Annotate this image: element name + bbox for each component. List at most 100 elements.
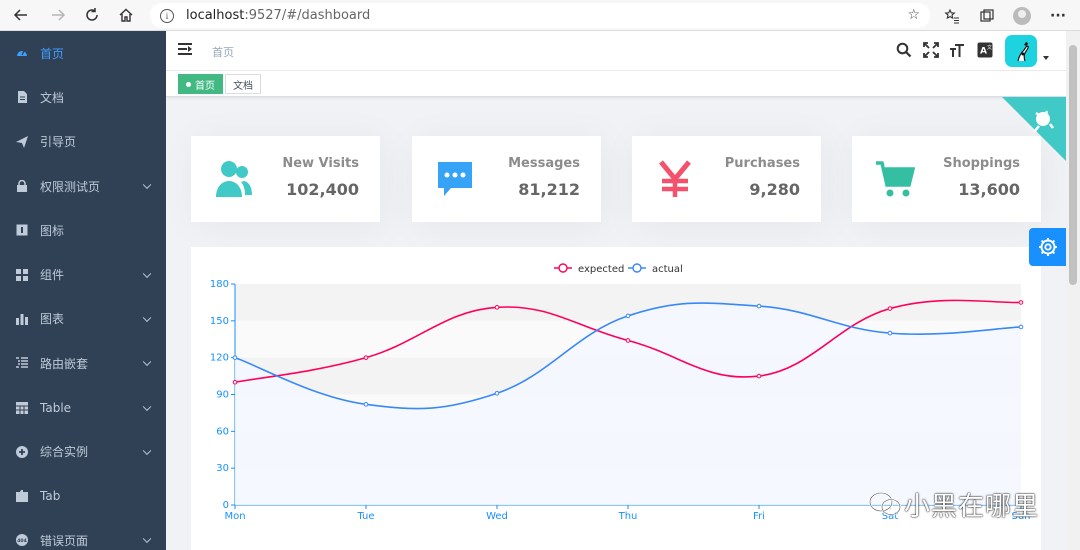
- page-scrollbar[interactable]: [1066, 31, 1080, 550]
- line-chart: 0 30 60 90 120 150 180 Mon Tue Wed Thu Fri Sat Sun exp…: [210, 263, 1031, 522]
- gear-icon: [1038, 238, 1057, 256]
- sidebar-item-label: 错误页面: [40, 533, 89, 548]
- sidebar-item-label: Table: [40, 400, 72, 415]
- svg-text:404: 404: [17, 538, 27, 544]
- hamburger-icon[interactable]: [178, 43, 192, 55]
- wechat-icon: [869, 492, 901, 516]
- y-tick-label: 60: [216, 426, 229, 437]
- y-tick-label: 180: [210, 279, 229, 290]
- watermark-text: 小黑在哪里: [904, 492, 1040, 522]
- sidebar-item-404[interactable]: 404 错误页面: [0, 518, 166, 550]
- search-icon[interactable]: [895, 41, 913, 59]
- sidebar-item-nested[interactable]: 路由嵌套: [0, 341, 166, 385]
- address-bar[interactable]: i localhost:9527/#/dashboard ☆: [150, 3, 930, 28]
- settings-button[interactable]: [1029, 228, 1066, 266]
- legend-label: actual: [652, 264, 683, 275]
- breadcrumb[interactable]: 首页: [212, 46, 234, 59]
- site-info-icon[interactable]: i: [160, 8, 174, 23]
- legend-marker: [632, 263, 642, 273]
- sidebar-item-label: 文档: [40, 90, 65, 105]
- panel-title: Purchases: [724, 156, 800, 171]
- data-point-expected: [887, 306, 893, 311]
- tag-dashboard[interactable]: 首页: [178, 74, 223, 94]
- panel-title: Shoppings: [943, 156, 1020, 171]
- fullscreen-icon[interactable]: [922, 41, 940, 59]
- lock-icon: [16, 180, 28, 193]
- y-tick-label: 90: [216, 390, 229, 401]
- profile-avatar-icon[interactable]: [1010, 0, 1034, 31]
- data-point-actual: [1018, 324, 1024, 330]
- tag-documentation[interactable]: 文档: [225, 74, 261, 94]
- sidebar-item-component[interactable]: 组件: [0, 252, 166, 296]
- example-icon: [16, 445, 28, 458]
- panel-value: 81,212: [518, 180, 580, 199]
- sidebar-item-label: 路由嵌套: [40, 356, 89, 371]
- panel-new-visits[interactable]: New Visits 102,400: [191, 136, 380, 222]
- x-tick-label: Tue: [356, 511, 374, 522]
- data-point-actual: [363, 402, 369, 407]
- sidebar-item-label: 综合实例: [40, 445, 89, 460]
- panel-title: New Visits: [282, 156, 359, 171]
- guide-icon: [16, 135, 28, 148]
- url-path: :9527/#/dashboard: [244, 8, 371, 23]
- chevron-down-icon: [142, 269, 152, 278]
- refresh-icon[interactable]: [76, 0, 108, 31]
- panel-purchases[interactable]: Purchases 9,280: [632, 136, 821, 222]
- data-point-expected: [625, 338, 631, 343]
- sidebar-item-lock[interactable]: 权限测试页: [0, 164, 166, 208]
- favorites-icon[interactable]: [940, 0, 964, 31]
- panel-messages[interactable]: Messages 81,212: [412, 136, 601, 222]
- sidebar-item-example[interactable]: 综合实例: [0, 430, 166, 474]
- x-tick-label: Sat: [882, 511, 898, 522]
- legend-marker: [558, 263, 568, 273]
- chevron-down-icon: [142, 534, 152, 544]
- table-icon: [16, 401, 28, 414]
- sidebar-item-guide[interactable]: 引导页: [0, 120, 166, 164]
- forward-icon[interactable]: [42, 0, 74, 31]
- font-size-icon[interactable]: [948, 41, 966, 59]
- y-tick-label: 120: [210, 353, 229, 364]
- data-point-actual: [756, 303, 762, 309]
- sidebar-item-table[interactable]: Table: [0, 385, 166, 429]
- github-corner[interactable]: [1002, 97, 1066, 161]
- browser-toolbar: i localhost:9527/#/dashboard ☆ ···: [0, 0, 1080, 31]
- sidebar-item-icon[interactable]: 图标: [0, 208, 166, 252]
- sidebar-item-label: 引导页: [40, 135, 77, 150]
- x-tick-label: Thu: [618, 511, 638, 522]
- data-point-expected: [1018, 300, 1024, 305]
- more-menu-icon[interactable]: ···: [1050, 7, 1066, 24]
- y-tick-label: 0: [223, 500, 229, 511]
- shopping-cart-icon: [870, 154, 920, 204]
- data-point-expected: [363, 355, 369, 360]
- avatar[interactable]: [1005, 35, 1037, 67]
- data-point-expected: [494, 305, 500, 310]
- scrollbar-thumb[interactable]: [1069, 45, 1077, 285]
- chevron-down-icon: [142, 313, 152, 322]
- svg-text:文: 文: [987, 44, 992, 51]
- money-icon: [650, 154, 700, 204]
- data-point-expected: [756, 373, 762, 379]
- sidebar-item-document[interactable]: 文档: [0, 75, 166, 119]
- panel-shoppings[interactable]: Shoppings 13,600: [852, 136, 1041, 222]
- active-tag-dot: [186, 81, 191, 87]
- favorite-star-icon[interactable]: ☆: [907, 7, 920, 23]
- svg-text:A: A: [980, 47, 987, 57]
- tab-icon: [16, 490, 28, 503]
- sidebar-item-dashboard[interactable]: 首页: [0, 31, 166, 75]
- sidebar-item-tab[interactable]: Tab: [0, 474, 166, 518]
- sidebar-item-label: Tab: [40, 489, 61, 504]
- chevron-down-icon: [142, 402, 152, 411]
- icon-icon: [16, 224, 28, 236]
- back-icon[interactable]: [5, 0, 37, 31]
- avatar-dropdown-caret-icon[interactable]: [1043, 56, 1049, 60]
- panel-value: 9,280: [749, 180, 800, 199]
- 404-icon: 404: [16, 534, 28, 547]
- sidebar-item-chart[interactable]: 图表: [0, 297, 166, 341]
- collections-icon[interactable]: [975, 0, 999, 31]
- chart-icon: [16, 313, 28, 325]
- panel-value: 13,600: [958, 180, 1020, 199]
- home-icon[interactable]: [110, 0, 142, 31]
